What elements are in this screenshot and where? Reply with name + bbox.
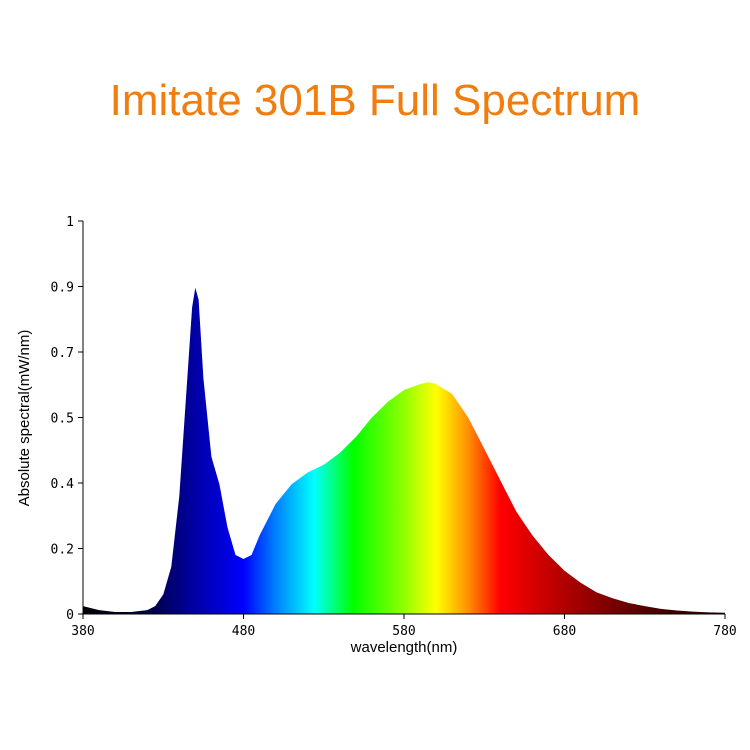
y-tick-label: 0.9 xyxy=(51,281,74,296)
spectrum-area xyxy=(83,287,725,614)
y-tick-label: 1 xyxy=(66,215,74,230)
y-tick-label: 0.2 xyxy=(51,543,74,558)
x-tick-label: 480 xyxy=(232,624,255,639)
y-tick-label: 0.7 xyxy=(51,346,74,361)
chart-title: Imitate 301B Full Spectrum xyxy=(109,76,641,125)
x-axis-label: wavelength(nm) xyxy=(350,639,458,656)
x-tick-label: 380 xyxy=(71,624,94,639)
y-tick-label: 0.5 xyxy=(51,412,74,427)
y-tick-label: 0.4 xyxy=(51,477,75,492)
y-axis-label: Absolute spectral(mW/nm) xyxy=(16,330,33,507)
x-tick-label: 580 xyxy=(392,624,415,639)
y-tick-label: 0 xyxy=(66,608,74,623)
x-tick-label: 680 xyxy=(553,624,576,639)
x-tick-label: 780 xyxy=(713,624,736,639)
